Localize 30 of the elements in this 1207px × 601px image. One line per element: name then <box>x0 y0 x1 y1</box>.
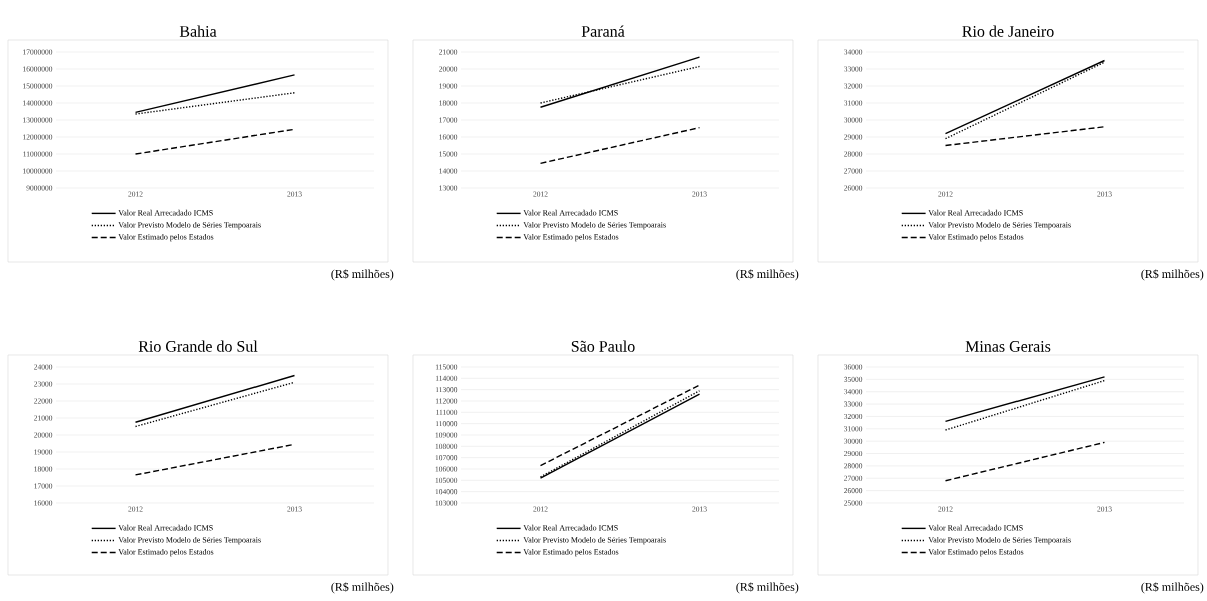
text: (R$ milhões) <box>1141 269 1204 281</box>
chart-title: Rio de Janeiro <box>962 25 1054 37</box>
legend-label: Valor Previsto Modelo de Séries Tempoarais <box>928 536 1071 545</box>
legend-label: Valor Real Arrecadado ICMS <box>523 209 618 216</box>
text: (R$ milhões) <box>331 582 394 594</box>
chart-title: Bahia <box>179 25 217 37</box>
legend-label: Valor Previsto Modelo de Séries Tempoarais <box>118 221 261 230</box>
legend-label: Valor Previsto Modelo de Séries Tempoarais <box>523 221 666 230</box>
chart-title: Paraná <box>581 25 625 37</box>
text: (R$ milhões) <box>1141 582 1204 594</box>
legend-label: Valor Estimado pelos Estados <box>523 548 619 557</box>
legend-label: Valor Real Arrecadado ICMS <box>118 524 213 531</box>
legend-label: Valor Real Arrecadado ICMS <box>928 209 1023 216</box>
legend-label: Valor Real Arrecadado ICMS <box>118 209 213 216</box>
text: (R$ milhões) <box>331 269 394 281</box>
legend-label: Valor Previsto Modelo de Séries Tempoarais <box>523 536 666 545</box>
text: (R$ milhões) <box>736 269 799 281</box>
legend-label: Valor Estimado pelos Estados <box>523 233 619 242</box>
legend-label: Valor Previsto Modelo de Séries Tempoarais <box>118 536 261 545</box>
legend-label: Valor Estimado pelos Estados <box>928 548 1024 557</box>
legend-label: Valor Previsto Modelo de Séries Tempoarais <box>928 221 1071 230</box>
legend-label: Valor Estimado pelos Estados <box>118 233 214 242</box>
chart-title: Rio Grande do Sul <box>138 340 258 352</box>
chart-title: São Paulo <box>571 340 635 352</box>
legend-label: Valor Real Arrecadado ICMS <box>928 524 1023 531</box>
legend-label: Valor Estimado pelos Estados <box>118 548 214 557</box>
chart-title: Minas Gerais <box>965 341 1051 352</box>
legend-label: Valor Estimado pelos Estados <box>928 233 1024 242</box>
legend-label: Valor Real Arrecadado ICMS <box>523 524 618 531</box>
text: (R$ milhões) <box>736 582 799 594</box>
